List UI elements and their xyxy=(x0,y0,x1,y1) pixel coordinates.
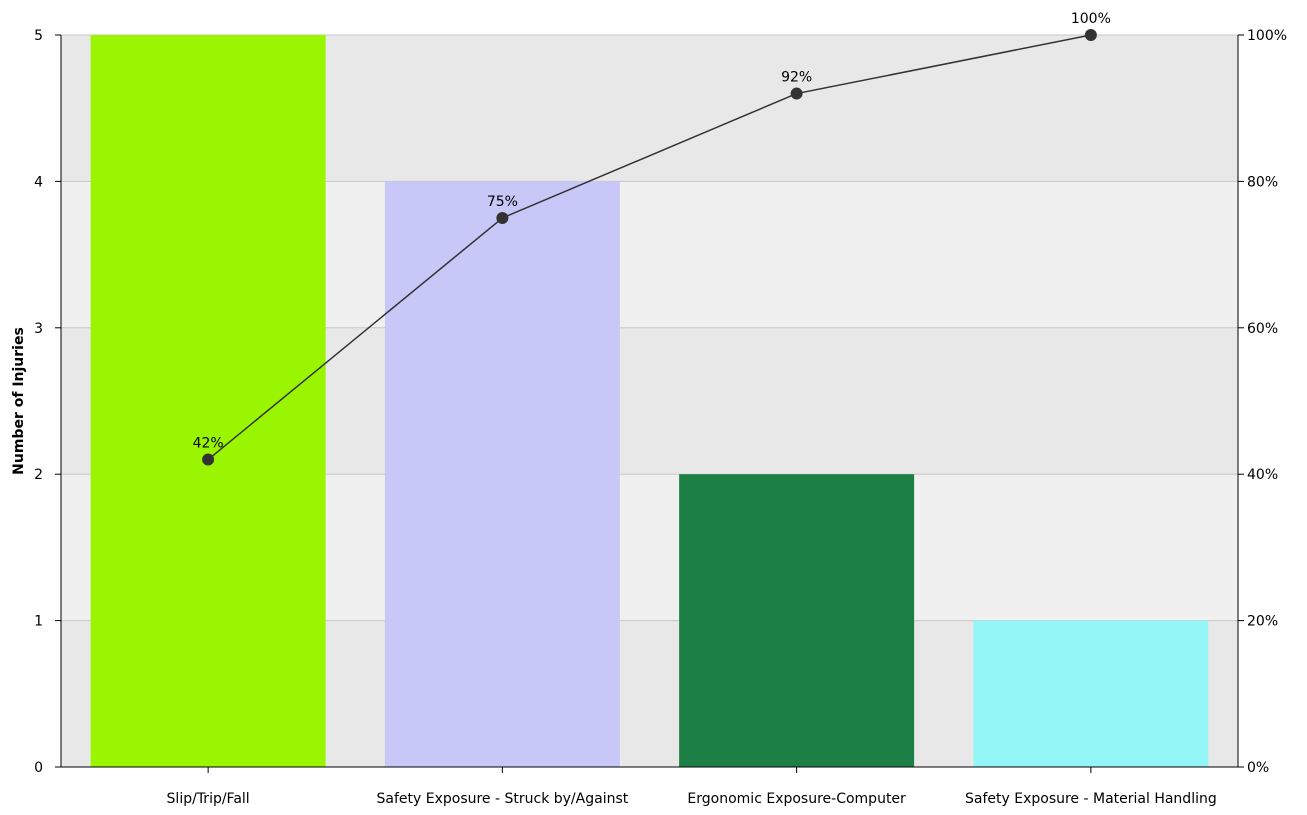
y-tick-label: 2 xyxy=(34,467,43,483)
bar xyxy=(973,620,1209,767)
x-tick-label: Safety Exposure - Struck by/Against xyxy=(377,791,629,807)
y2-tick-label: 40% xyxy=(1247,467,1278,483)
y-axis-title: Number of Injuries xyxy=(11,327,27,475)
y2-tick-label: 20% xyxy=(1247,614,1278,630)
y2-tick-label: 100% xyxy=(1247,28,1287,44)
cumulative-point-label: 100% xyxy=(1071,11,1111,27)
cumulative-percent-series: 42% 75% 92% 100% xyxy=(193,11,1111,466)
y-tick-label: 4 xyxy=(34,174,43,190)
cumulative-line xyxy=(207,34,1092,461)
bar xyxy=(679,474,915,767)
cumulative-point xyxy=(496,212,509,224)
y-tick-label: 5 xyxy=(34,28,43,44)
y-tick-label: 0 xyxy=(34,760,43,776)
cumulative-point-label: 75% xyxy=(487,194,518,210)
y2-tick-label: 80% xyxy=(1247,174,1278,190)
x-tick-label: Slip/Trip/Fall xyxy=(167,791,250,807)
cumulative-point-label: 92% xyxy=(781,70,812,86)
bar xyxy=(384,181,620,767)
cumulative-point xyxy=(202,453,215,466)
cumulative-point xyxy=(790,87,803,100)
cumulative-point-label: 42% xyxy=(193,436,224,452)
y-axis-right-ticks: 0% 20% 40% 60% 80% 100% xyxy=(1238,28,1287,776)
y-axis-left-ticks: 0 1 2 3 4 5 xyxy=(34,28,61,776)
x-tick-label: Ergonomic Exposure-Computer xyxy=(687,791,906,807)
y2-tick-label: 60% xyxy=(1247,321,1278,337)
x-axis-ticks: Slip/Trip/Fall Safety Exposure - Struck b… xyxy=(167,767,1217,807)
cumulative-point xyxy=(1084,29,1097,41)
x-tick-label: Safety Exposure - Material Handling xyxy=(965,791,1217,807)
bar xyxy=(90,35,326,767)
y2-tick-label: 0% xyxy=(1247,760,1269,776)
y-tick-label: 1 xyxy=(34,614,43,630)
axes xyxy=(60,35,1239,768)
y-tick-label: 3 xyxy=(34,321,43,337)
bar-series xyxy=(90,35,1209,767)
